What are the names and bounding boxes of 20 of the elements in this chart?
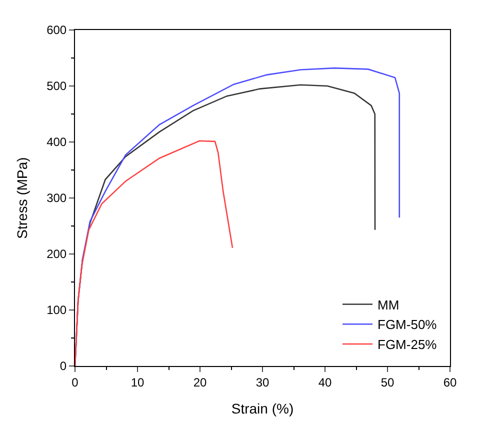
y-tick-label: 200 [46, 247, 67, 262]
x-tick-label: 30 [256, 375, 270, 390]
x-tick-label: 0 [72, 375, 79, 390]
x-axis-title: Strain (%) [231, 400, 294, 417]
x-tick-label: 20 [193, 375, 207, 390]
legend-label: FGM-50% [378, 317, 438, 332]
y-tick-label: 500 [46, 79, 67, 94]
y-tick-label: 400 [46, 135, 67, 150]
y-tick-label: 0 [60, 359, 67, 374]
line-series [75, 140, 234, 366]
y-tick-label: 600 [46, 23, 67, 38]
y-tick-label: 300 [46, 191, 67, 206]
x-tick-label: 10 [130, 375, 144, 390]
y-tick-label: 100 [46, 303, 67, 318]
x-tick-label: 50 [380, 375, 394, 390]
y-axis-title: Stress (MPa) [14, 157, 30, 239]
x-tick-label: 60 [443, 375, 457, 390]
x-tick-label: 40 [318, 375, 332, 390]
legend-label: FGM-25% [378, 337, 438, 352]
legend-label: MM [378, 297, 400, 312]
